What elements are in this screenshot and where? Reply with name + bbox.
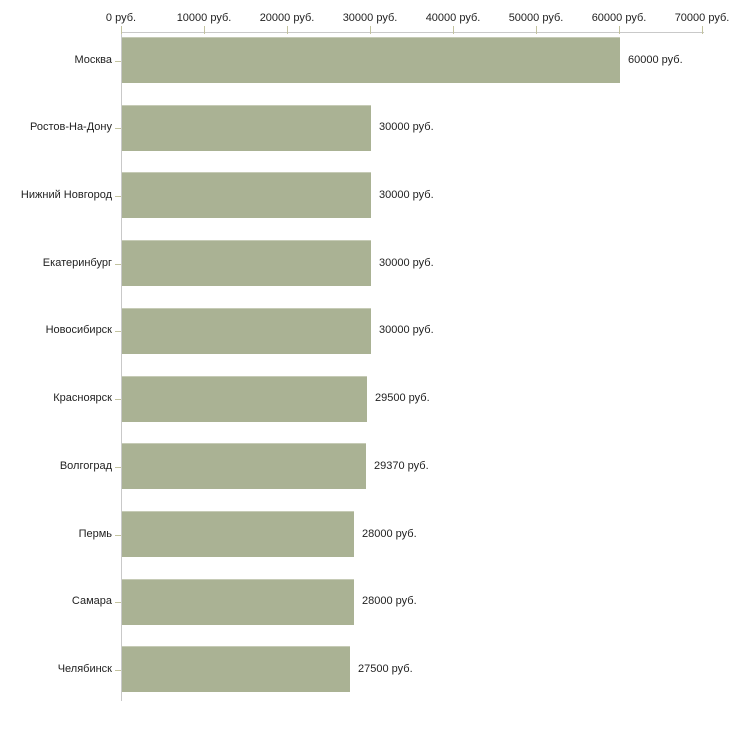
x-tick-label: 60000 руб. — [591, 12, 647, 24]
category-label: Самара — [71, 595, 112, 607]
bar-value-label: 29370 руб. — [374, 460, 429, 472]
y-tick-mark — [115, 399, 121, 400]
y-tick-mark — [115, 535, 121, 536]
bar-value-label: 60000 руб. — [628, 54, 683, 66]
x-tick-mark — [702, 26, 703, 34]
y-tick-mark — [115, 264, 121, 265]
bar — [122, 579, 354, 625]
y-tick-mark — [115, 670, 121, 671]
x-tick-mark — [204, 26, 205, 34]
x-tick-label: 30000 руб. — [342, 12, 398, 24]
y-axis-line — [121, 32, 122, 701]
bar-value-label: 29500 руб. — [375, 392, 430, 404]
bar — [122, 172, 371, 218]
category-label: Москва — [74, 54, 112, 66]
x-tick-label: 70000 руб. — [674, 12, 730, 24]
category-label: Пермь — [78, 528, 112, 540]
x-tick-label: 50000 руб. — [508, 12, 564, 24]
y-tick-mark — [115, 61, 121, 62]
y-tick-mark — [115, 602, 121, 603]
bar-value-label: 30000 руб. — [379, 257, 434, 269]
bar — [122, 443, 366, 489]
bar-value-label: 28000 руб. — [362, 595, 417, 607]
y-tick-mark — [115, 467, 121, 468]
x-tick-mark — [453, 26, 454, 34]
x-tick-label: 10000 руб. — [176, 12, 232, 24]
category-label: Челябинск — [57, 663, 112, 675]
category-label: Ростов-На-Дону — [29, 121, 112, 133]
x-tick-label: 0 руб. — [105, 12, 137, 24]
bar-value-label: 27500 руб. — [358, 663, 413, 675]
bar-value-label: 30000 руб. — [379, 121, 434, 133]
bar — [122, 37, 620, 83]
x-tick-mark — [121, 26, 122, 34]
bar — [122, 105, 371, 151]
bar — [122, 308, 371, 354]
bar-value-label: 30000 руб. — [379, 324, 434, 336]
x-tick-label: 20000 руб. — [259, 12, 315, 24]
x-tick-mark — [536, 26, 537, 34]
category-label: Екатеринбург — [42, 257, 112, 269]
y-tick-mark — [115, 331, 121, 332]
bar — [122, 646, 350, 692]
y-tick-mark — [115, 196, 121, 197]
x-tick-mark — [370, 26, 371, 34]
y-tick-mark — [115, 128, 121, 129]
bar-value-label: 30000 руб. — [379, 189, 434, 201]
category-label: Красноярск — [53, 392, 112, 404]
category-label: Нижний Новгород — [20, 189, 112, 201]
bar — [122, 511, 354, 557]
x-tick-mark — [619, 26, 620, 34]
x-tick-label: 40000 руб. — [425, 12, 481, 24]
bar — [122, 376, 367, 422]
x-tick-mark — [287, 26, 288, 34]
category-label: Новосибирск — [45, 324, 112, 336]
bar — [122, 240, 371, 286]
category-label: Волгоград — [59, 460, 112, 472]
bar-value-label: 28000 руб. — [362, 528, 417, 540]
x-axis-line — [121, 32, 704, 33]
